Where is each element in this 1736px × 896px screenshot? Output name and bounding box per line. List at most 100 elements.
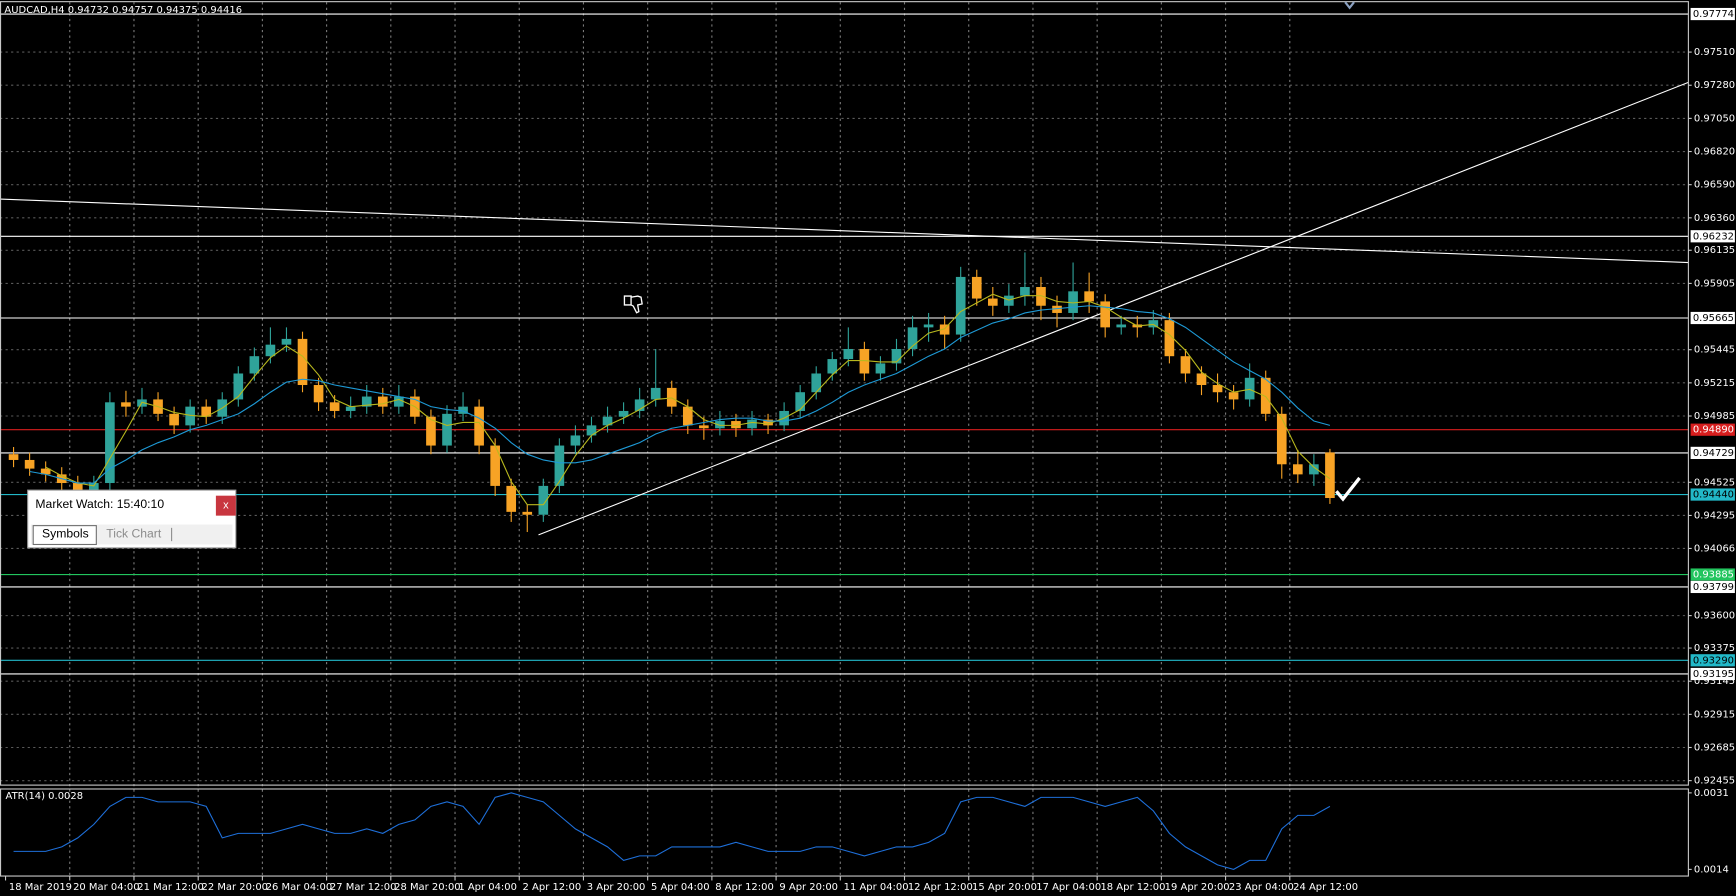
close-label[interactable]: x	[223, 500, 229, 512]
candle-body	[265, 344, 276, 357]
x-tick-label: 20 Mar 04:00	[73, 882, 140, 893]
x-tick-label: 26 Mar 04:00	[266, 882, 333, 893]
candle-body	[233, 373, 244, 400]
candle-body	[105, 402, 115, 484]
x-tick-label: 23 Apr 04:00	[1229, 882, 1294, 893]
candle-body	[602, 416, 613, 426]
candle-body	[859, 348, 870, 374]
y-tick-label: 0.97050	[1694, 113, 1735, 124]
chart-title: AUDCAD,H4 0.94732 0.94757 0.94375 0.9441…	[4, 5, 242, 16]
candle-body	[699, 425, 709, 429]
candle-body	[1148, 320, 1159, 328]
candle-body	[377, 396, 388, 407]
candle-body	[1116, 324, 1127, 328]
candle-body	[1180, 356, 1191, 374]
level-label: 0.94729	[1693, 448, 1734, 459]
y-tick-label: 0.95215	[1694, 378, 1735, 389]
candle-body	[923, 324, 934, 328]
candle-body	[24, 459, 35, 469]
x-tick-label: 24 Apr 12:00	[1293, 882, 1358, 893]
candle-body	[795, 392, 805, 411]
x-tick-label: 11 Apr 04:00	[844, 882, 909, 893]
candle-body	[1020, 287, 1030, 296]
candle-body	[249, 356, 260, 374]
x-tick-label: 5 Apr 04:00	[651, 882, 710, 893]
level-label-box	[1690, 423, 1735, 436]
candle-body	[1260, 377, 1271, 414]
candle-body	[731, 421, 741, 429]
candle-body	[747, 419, 757, 429]
candle-body	[634, 399, 645, 411]
y-tick-label: 0.94295	[1694, 510, 1735, 521]
tab-label[interactable]: Tick Chart	[106, 527, 162, 541]
x-tick-label: 19 Apr 20:00	[1165, 882, 1230, 893]
candle-body	[1212, 385, 1223, 393]
candle-body	[8, 454, 19, 460]
candle-body	[89, 483, 99, 492]
candle-body	[201, 406, 212, 417]
y-tick-label: 0.94985	[1694, 411, 1735, 422]
candle-body	[169, 413, 179, 426]
candle-body	[1036, 287, 1046, 306]
level-label-box	[1690, 230, 1735, 243]
atr-panel	[13, 792, 1331, 870]
candle-body	[891, 348, 902, 364]
candle-body	[843, 348, 854, 360]
y-tick-label: 0.95445	[1694, 345, 1735, 356]
candle-body	[40, 468, 51, 475]
candle-body	[650, 387, 661, 400]
candle-body	[474, 406, 484, 446]
candle-body	[1309, 464, 1319, 475]
y-tick-label: 0.97280	[1694, 80, 1735, 91]
candle-body	[1293, 464, 1303, 475]
candle-body	[939, 324, 950, 335]
trendline	[538, 81, 1689, 536]
candle-body	[72, 483, 83, 492]
candle-body	[458, 406, 468, 414]
y-tick-label: 0.93375	[1694, 643, 1735, 654]
level-label: 0.94440	[1693, 490, 1734, 501]
level-label: 0.97774	[1693, 9, 1734, 20]
checkmark-icon	[1335, 476, 1361, 502]
atr-line	[13, 792, 1331, 870]
candle-body	[426, 416, 436, 446]
candle-body	[297, 338, 308, 386]
candle-body	[1004, 295, 1014, 306]
y-tick-label: 0.92685	[1694, 742, 1735, 753]
y-tick-label: 0.96590	[1694, 180, 1735, 191]
level-label-box	[1690, 580, 1735, 594]
candle-body	[1100, 301, 1110, 328]
candle-body	[1196, 373, 1207, 386]
arrow-marker	[1344, 1, 1355, 10]
y-tick-label: 0.96135	[1694, 245, 1735, 256]
candle-body	[811, 373, 822, 393]
level-label-box	[1690, 446, 1735, 459]
candle-body	[1276, 413, 1287, 465]
y-tick-label: 0.95905	[1694, 278, 1735, 289]
candle-body	[1068, 291, 1078, 313]
tab-label[interactable]: Symbols	[42, 527, 89, 541]
candle-body	[506, 485, 517, 512]
candle-body	[827, 359, 838, 374]
x-tick-label: 18 Apr 12:00	[1100, 882, 1165, 893]
x-tick-label: 17 Apr 04:00	[1036, 882, 1101, 893]
level-label: 0.93195	[1693, 669, 1734, 680]
candle-body	[987, 298, 998, 306]
candle-body	[1084, 291, 1094, 302]
y-tick-label: 0.92915	[1694, 709, 1735, 720]
y-tick-label: 0.0014	[1694, 864, 1729, 875]
candle-body	[313, 385, 324, 403]
y-tick-label: 0.93145	[1694, 676, 1735, 687]
candle-body	[554, 445, 565, 486]
tab-active[interactable]	[32, 525, 97, 546]
candle-body	[185, 406, 195, 426]
level-label: 0.93799	[1693, 582, 1734, 593]
moving-average-line	[29, 305, 1331, 484]
level-label-box	[1690, 667, 1735, 681]
candle-body	[361, 396, 372, 407]
level-label: 0.93290	[1693, 655, 1734, 666]
close-button[interactable]	[215, 495, 236, 516]
